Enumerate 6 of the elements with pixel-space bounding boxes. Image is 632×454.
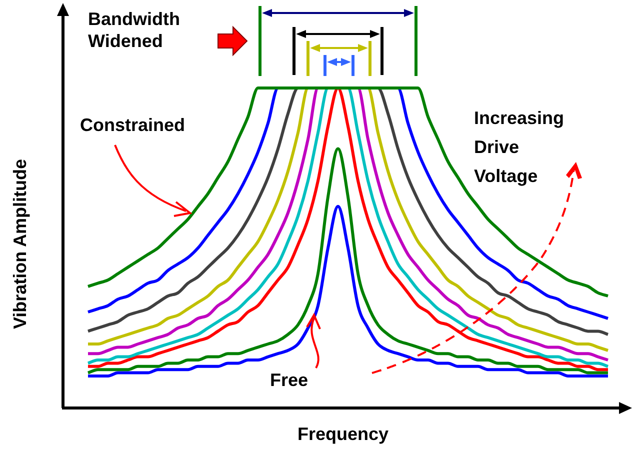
annotation: Constrained [80, 114, 186, 136]
text: Bandwidth Widened [88, 8, 181, 52]
annotation: Increasing Drive Voltage [474, 107, 566, 188]
y-axis-title: Vibration Amplitude [9, 158, 31, 332]
x-axis-title: Frequency [296, 423, 390, 445]
annotation: Free [270, 369, 308, 391]
